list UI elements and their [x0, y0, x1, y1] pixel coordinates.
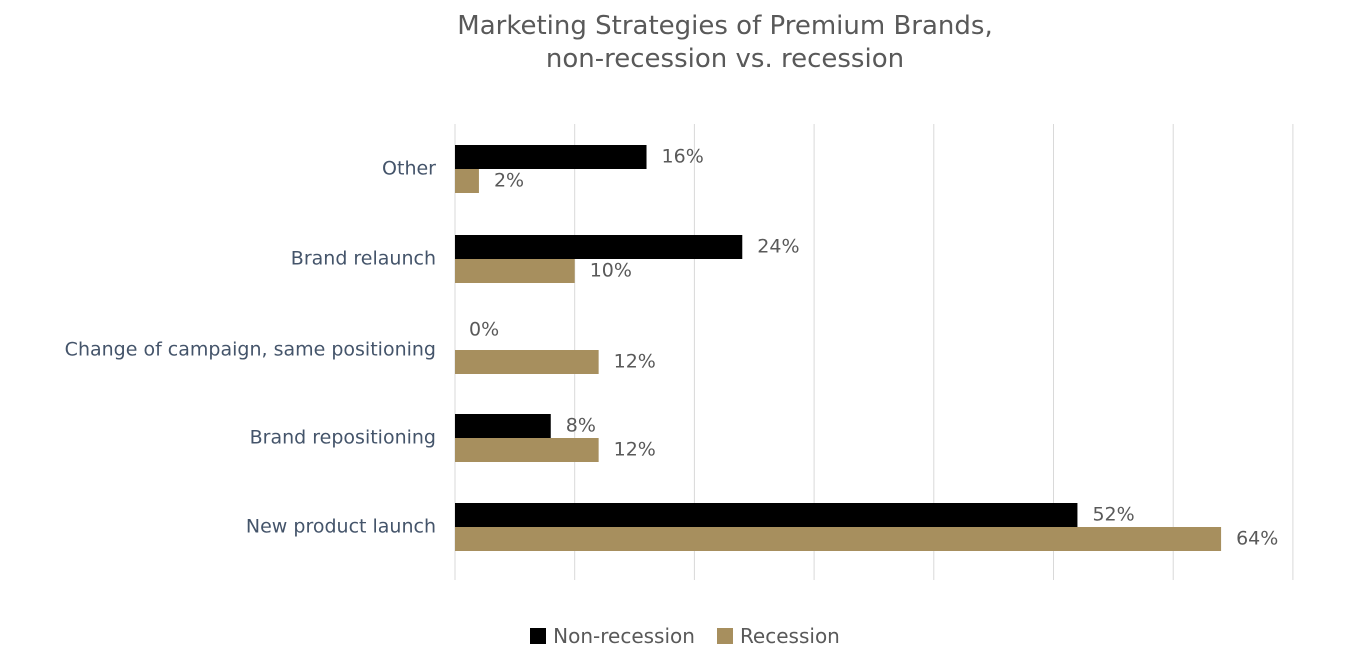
- data-label-non-recession-brand-relaunch: 24%: [757, 236, 799, 258]
- chart-title-line-2: non-recession vs. recession: [545, 44, 905, 74]
- data-label-non-recession-brand-repositioning: 8%: [566, 415, 596, 437]
- bar-recession-brand-repositioning: [455, 438, 599, 462]
- bar-layer: [455, 145, 1222, 551]
- data-label-recession-new-product-launch: 64%: [1236, 528, 1278, 550]
- category-label-brand-repositioning: Brand repositioning: [250, 427, 436, 449]
- data-label-non-recession-other: 16%: [662, 146, 704, 168]
- label-layer: Other 16% 2% Brand relaunch 24% 10% Change of …: [65, 146, 1279, 550]
- bar-recession-brand-relaunch: [455, 259, 575, 283]
- bar-recession-other: [455, 169, 479, 193]
- data-label-non-recession-new-product-launch: 52%: [1092, 504, 1134, 526]
- data-label-recession-other: 2%: [494, 170, 524, 192]
- legend-label-recession: Recession: [739, 624, 840, 648]
- bar-non-recession-brand-relaunch: [455, 235, 743, 259]
- chart-title: Marketing Strategies of Premium Brands, …: [330, 10, 1120, 76]
- bar-non-recession-new-product-launch: [455, 503, 1078, 527]
- legend: Non-recession Recession: [0, 622, 1370, 650]
- bar-recession-change-of-campaign-same-positioning: [455, 350, 599, 374]
- legend-swatch-non-recession: [530, 628, 547, 644]
- category-label-change-of-campaign-same-positioning: Change of campaign, same positioning: [65, 339, 436, 361]
- data-label-recession-brand-relaunch: 10%: [590, 260, 632, 282]
- legend-item-recession: Recession: [716, 624, 840, 648]
- data-label-non-recession-change-of-campaign-same-positioning: 0%: [469, 319, 499, 341]
- bar-non-recession-brand-repositioning: [455, 414, 551, 438]
- bar-recession-new-product-launch: [455, 527, 1222, 551]
- legend-swatch-recession: [716, 628, 733, 644]
- legend-label-non-recession: Non-recession: [553, 624, 695, 648]
- category-label-other: Other: [382, 158, 436, 180]
- category-label-brand-relaunch: Brand relaunch: [291, 248, 436, 270]
- bar-non-recession-other: [455, 145, 647, 169]
- category-label-new-product-launch: New product launch: [246, 516, 436, 538]
- chart-title-line-1: Marketing Strategies of Premium Brands,: [457, 11, 993, 41]
- legend-item-non-recession: Non-recession: [530, 624, 695, 648]
- data-label-recession-brand-repositioning: 12%: [614, 439, 656, 461]
- data-label-recession-change-of-campaign-same-positioning: 12%: [614, 351, 656, 373]
